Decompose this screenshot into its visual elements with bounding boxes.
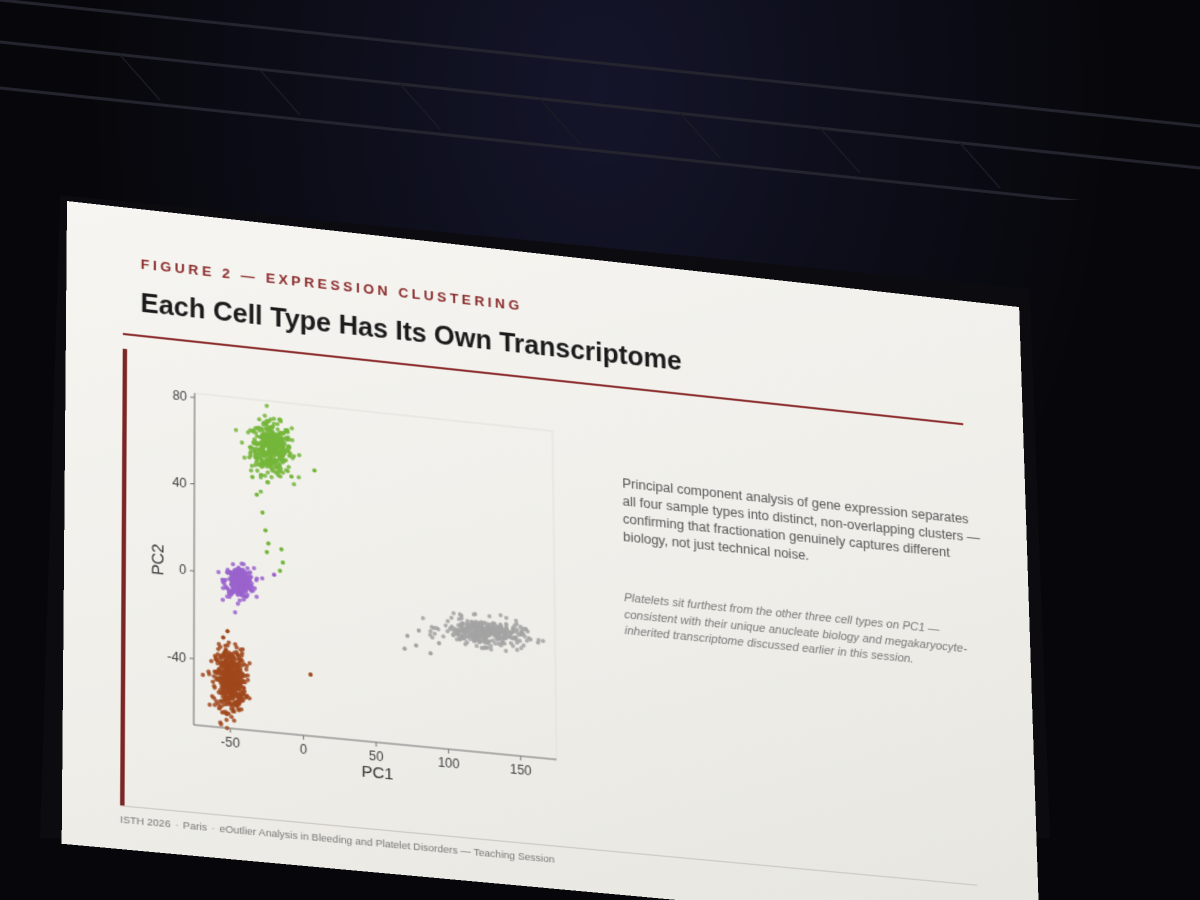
scatter-point	[221, 597, 225, 602]
scatter-point	[265, 550, 269, 555]
scatter-point	[515, 647, 519, 652]
scatter-point	[297, 453, 301, 458]
scatter-point	[234, 645, 238, 650]
scatter-point	[509, 641, 513, 646]
scatter-point	[443, 623, 447, 628]
scatter-point	[252, 566, 256, 571]
scatter-point	[451, 611, 455, 616]
scatter-point	[487, 614, 491, 619]
scatter-point	[265, 404, 269, 409]
scatter-point	[225, 726, 229, 731]
scatter-point	[249, 468, 253, 473]
scatter-point	[234, 428, 238, 433]
scatter-point	[432, 631, 436, 636]
scatter-point	[421, 616, 425, 621]
scatter-point	[216, 570, 220, 575]
scatter-point	[245, 566, 249, 571]
scatter-point	[259, 489, 263, 494]
scatter-point	[474, 643, 478, 648]
scatter-point	[441, 634, 445, 639]
scatter-point	[250, 475, 254, 480]
scatter-point	[290, 426, 294, 431]
scatter-point	[281, 560, 285, 565]
scatter-point	[417, 628, 421, 633]
y-tick-label: 0	[179, 562, 186, 578]
scatter-point	[207, 702, 211, 707]
accent-bar	[120, 349, 127, 806]
y-axis-line	[194, 393, 195, 725]
scatter-point	[219, 722, 223, 727]
slide-description: Principal component analysis of gene exp…	[622, 475, 981, 583]
scatter-point	[255, 492, 259, 497]
scatter-point	[263, 528, 267, 533]
scatter-point	[504, 616, 508, 621]
stage-truss	[0, 0, 1200, 200]
scatter-point	[449, 615, 453, 620]
x-tick-label: 50	[369, 748, 384, 765]
x-tick-label: -50	[221, 734, 240, 751]
scatter-point	[255, 468, 259, 473]
scatter-point	[297, 475, 301, 480]
y-axis-label: PC2	[150, 543, 168, 576]
scatter-point	[504, 649, 508, 654]
slide-note: Platelets sit furthest from the other th…	[624, 591, 974, 675]
scatter-point	[260, 576, 264, 581]
scatter-point	[247, 696, 251, 701]
scatter-point	[209, 659, 213, 664]
scatter-point	[263, 413, 267, 418]
scatter-point	[428, 651, 432, 656]
scatter-point	[292, 482, 296, 487]
scatter-point	[260, 510, 264, 515]
scatter-point	[414, 643, 418, 648]
pca-scatter-chart: -50 0 50 100 150 -40 0 40 80 PC1 PC2	[129, 355, 568, 836]
scatter-point	[289, 474, 293, 479]
footer-location: Paris	[183, 820, 207, 834]
scatter-point	[430, 625, 434, 630]
scatter-point	[446, 619, 450, 624]
scatter-point	[278, 569, 282, 574]
scatter-point	[541, 639, 545, 644]
scatter-point	[437, 641, 441, 646]
scatter-point	[266, 541, 270, 546]
scatter-point	[212, 696, 216, 701]
scatter-point	[498, 613, 502, 618]
scatter-point	[201, 672, 205, 677]
y-tick-label: 40	[172, 474, 187, 490]
scatter-point	[232, 718, 236, 723]
x-tick-label: 0	[300, 741, 307, 757]
scatter-point	[278, 474, 282, 479]
x-axis-label: PC1	[361, 763, 393, 783]
scatter-point	[272, 572, 276, 577]
scatter-point	[308, 672, 312, 677]
scatter-point	[221, 635, 225, 640]
scatter-point	[257, 417, 261, 422]
footer-event: ISTH 2026	[120, 814, 171, 831]
scatter-point	[225, 629, 229, 634]
scatter-point	[254, 594, 258, 599]
scatter-point	[241, 562, 245, 567]
scatter-point	[224, 717, 228, 722]
scatter-point	[269, 475, 273, 480]
scatter-point	[240, 440, 244, 445]
scatter-point	[231, 562, 235, 567]
scatter-point	[241, 685, 245, 690]
x-tick-label: 150	[510, 761, 532, 778]
scatter-point	[430, 635, 434, 640]
scatter-point	[312, 468, 316, 473]
x-tick-label: 100	[438, 754, 460, 771]
presentation-slide: FIGURE 2 — EXPRESSION CLUSTERING Each Ce…	[62, 201, 1040, 900]
scatter-point	[405, 633, 409, 638]
scatter-point	[206, 669, 210, 674]
y-tick-label: 80	[172, 388, 187, 404]
scatter-point	[242, 455, 246, 460]
scatter-point	[509, 635, 513, 640]
scatter-point	[233, 610, 237, 615]
y-tick-label: -40	[167, 648, 186, 665]
scatter-point	[279, 547, 283, 552]
scatter-point	[402, 646, 406, 651]
